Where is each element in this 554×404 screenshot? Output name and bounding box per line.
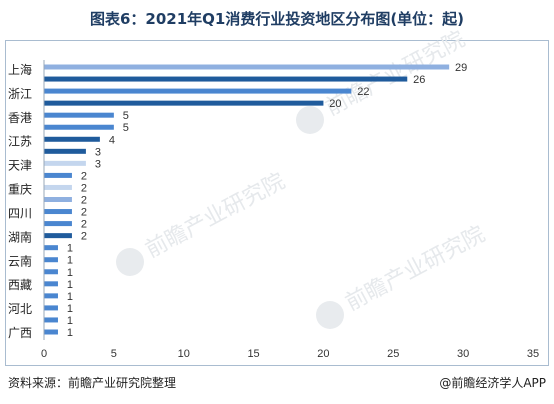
bar-value-label: 2 — [81, 182, 87, 194]
bar — [44, 197, 72, 202]
category-label: 江苏 — [8, 135, 32, 149]
bar — [44, 100, 324, 106]
bar-value-label: 29 — [455, 62, 467, 74]
category-label: 云南 — [8, 253, 32, 268]
x-tick-label: 10 — [178, 348, 190, 360]
category-label: 香港 — [8, 111, 32, 125]
bar-value-label: 4 — [109, 134, 115, 146]
bar-value-label: 1 — [67, 315, 73, 327]
x-tick-label: 5 — [111, 348, 117, 360]
bar-value-label: 1 — [67, 303, 73, 315]
category-label: 上海 — [8, 62, 32, 77]
bar — [44, 257, 58, 263]
bar — [44, 112, 114, 118]
bar — [44, 88, 352, 94]
bar — [44, 184, 72, 190]
bar-value-label: 1 — [67, 267, 73, 279]
svg-text:前瞻产业研究院: 前瞻产业研究院 — [342, 222, 490, 316]
bar-value-label: 20 — [329, 98, 341, 110]
bar-value-label: 5 — [123, 122, 129, 134]
bar — [44, 269, 58, 275]
bar — [44, 172, 72, 178]
bar-value-label: 2 — [81, 170, 87, 182]
x-tick-label: 30 — [457, 348, 469, 360]
category-label: 浙江 — [8, 87, 32, 101]
bar-value-label: 26 — [413, 74, 425, 86]
chart-frame — [5, 40, 549, 366]
x-tick-label: 35 — [527, 348, 539, 360]
bar — [44, 233, 72, 239]
svg-text:前瞻产业研究院: 前瞻产业研究院 — [322, 27, 470, 121]
chart-title: 图表6：2021年Q1消费行业投资地区分布图(单位：起) — [89, 10, 465, 28]
bar-value-label: 2 — [81, 231, 87, 243]
bar-value-label: 5 — [123, 110, 129, 122]
x-tick-label: 20 — [317, 348, 329, 360]
bar — [44, 124, 114, 130]
bar — [44, 293, 58, 299]
bar — [44, 281, 58, 287]
x-tick-label: 25 — [387, 348, 399, 360]
bar-value-label: 1 — [67, 291, 73, 303]
bar-value-label: 3 — [95, 146, 101, 158]
category-label: 湖南 — [8, 229, 32, 244]
x-axis: 0 5 10 15 20 25 30 35 — [41, 60, 539, 360]
source-note: 资料来源：前瞻产业研究院整理 — [8, 376, 177, 390]
category-label: 重庆 — [8, 183, 32, 197]
bar — [44, 245, 58, 251]
bar — [44, 160, 86, 166]
category-label: 西藏 — [8, 278, 32, 292]
bar-value-label: 1 — [67, 279, 73, 291]
bar — [44, 64, 450, 70]
svg-text:前瞻产业研究院: 前瞻产业研究院 — [142, 169, 290, 263]
bar-value-label: 2 — [81, 207, 87, 219]
bar-value-label: 22 — [357, 86, 369, 98]
bar — [44, 305, 58, 311]
bars-layer — [44, 64, 450, 335]
category-label: 四川 — [8, 206, 32, 220]
x-tick-label: 0 — [41, 348, 47, 360]
bar-value-label: 1 — [67, 327, 73, 339]
bar — [44, 317, 58, 323]
x-tick-label: 15 — [247, 348, 259, 360]
bar-value-label: 1 — [67, 255, 73, 267]
bar — [44, 209, 72, 215]
watermark: 前瞻产业研究院 — [316, 222, 489, 329]
bar-value-label: 3 — [95, 158, 101, 170]
bar — [44, 76, 408, 82]
brand-note: @前瞻经济学人APP — [439, 376, 546, 390]
bar-value-label: 1 — [67, 243, 73, 255]
watermark: 前瞻产业研究院 — [116, 169, 289, 276]
bar — [44, 329, 58, 335]
bar — [44, 148, 86, 154]
bar-value-label: 2 — [81, 219, 87, 231]
bar — [44, 136, 100, 142]
category-label: 天津 — [8, 159, 32, 173]
bar-value-label: 2 — [81, 195, 87, 207]
category-label: 河北 — [8, 302, 32, 316]
bar — [44, 221, 72, 227]
category-label: 广西 — [8, 326, 32, 340]
